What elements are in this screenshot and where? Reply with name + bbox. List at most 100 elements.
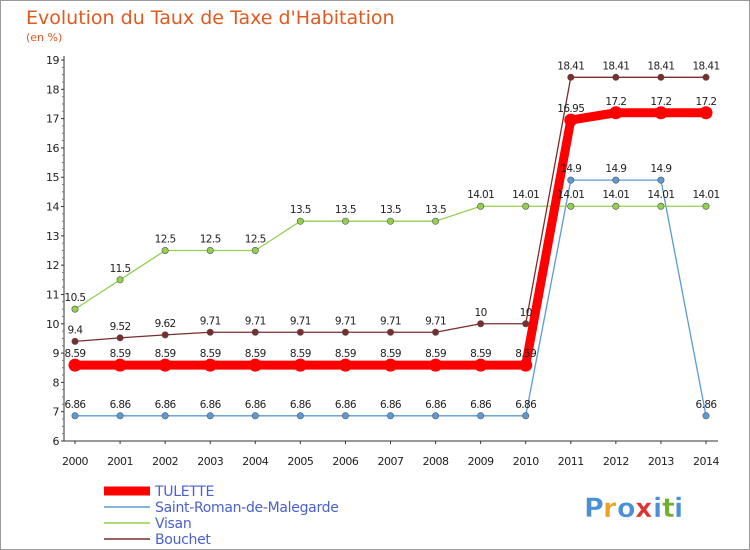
data-point — [386, 217, 394, 225]
data-point — [384, 358, 397, 372]
data-label: 8.59 — [65, 348, 86, 360]
data-label: 9.71 — [245, 315, 266, 327]
y-tick-label: 13 — [46, 230, 59, 243]
data-point — [567, 73, 575, 81]
x-tick-label: 2009 — [468, 455, 494, 468]
data-label: 9.62 — [155, 318, 176, 330]
data-point — [702, 73, 710, 81]
data-point — [522, 412, 530, 420]
data-label: 11.5 — [110, 263, 131, 275]
data-point — [477, 320, 485, 328]
x-tick-label: 2005 — [287, 455, 313, 468]
data-label: 17.2 — [650, 96, 671, 108]
data-point — [161, 247, 169, 255]
data-point — [116, 276, 124, 284]
data-label: 10 — [475, 307, 487, 319]
data-label: 18.41 — [647, 60, 674, 72]
data-label: 8.59 — [245, 348, 266, 360]
y-tick-label: 10 — [46, 318, 59, 331]
data-label: 18.41 — [557, 60, 584, 72]
data-label: 16.95 — [557, 103, 584, 115]
y-tick-label: 7 — [53, 406, 60, 419]
data-point — [68, 358, 82, 372]
data-point — [702, 412, 710, 420]
x-tick-label: 2011 — [558, 455, 584, 468]
x-tick-label: 2008 — [423, 455, 449, 468]
data-point — [429, 358, 443, 372]
data-label: 8.59 — [470, 348, 491, 360]
data-label: 6.86 — [696, 399, 718, 411]
logo-letter: o — [617, 493, 637, 524]
x-tick-label: 2001 — [107, 455, 133, 468]
data-label: 10 — [520, 307, 532, 319]
legend-label: TULETTE — [154, 484, 214, 500]
data-label: 17.2 — [696, 96, 717, 108]
data-point — [477, 412, 485, 420]
data-label: 14.01 — [602, 189, 629, 201]
y-tick-label: 17 — [46, 113, 59, 126]
data-point — [519, 358, 533, 372]
data-point — [522, 202, 530, 210]
data-point — [432, 217, 440, 225]
y-tick-label: 12 — [46, 259, 59, 272]
data-point — [251, 247, 259, 255]
y-tick-label: 15 — [46, 171, 59, 184]
legend-label: Visan — [155, 516, 191, 532]
x-tick-label: 2002 — [152, 455, 178, 468]
logo-letter: x — [635, 493, 653, 524]
data-label: 6.86 — [290, 399, 312, 411]
data-point — [564, 113, 578, 127]
data-point — [567, 202, 575, 210]
data-label: 14.01 — [692, 189, 719, 201]
data-label: 8.59 — [155, 348, 176, 360]
data-point — [251, 328, 259, 336]
data-label: 8.59 — [290, 348, 311, 360]
data-point — [657, 176, 665, 184]
data-label: 14.9 — [560, 163, 581, 175]
data-label: 9.71 — [425, 315, 446, 327]
data-point — [71, 337, 79, 345]
data-label: 14.01 — [647, 189, 674, 201]
y-tick-label: 18 — [46, 83, 59, 96]
data-label: 17.2 — [605, 96, 626, 108]
data-point — [251, 412, 259, 420]
data-label: 14.9 — [605, 163, 626, 175]
data-label: 6.86 — [335, 399, 357, 411]
data-point — [71, 305, 79, 313]
data-label: 9.4 — [68, 324, 84, 336]
data-label: 8.59 — [110, 348, 131, 360]
logo-letter: r — [603, 493, 617, 524]
data-point — [341, 328, 349, 336]
data-label: 8.59 — [515, 348, 536, 360]
x-tick-label: 2000 — [62, 455, 88, 468]
data-label: 9.52 — [110, 321, 131, 333]
data-label: 13.5 — [335, 204, 356, 216]
data-point — [338, 358, 352, 372]
series-lines — [68, 73, 713, 420]
data-point — [206, 412, 214, 420]
data-point — [113, 358, 127, 372]
y-tick-label: 16 — [46, 142, 59, 155]
data-label: 12.5 — [155, 234, 176, 246]
data-label: 6.86 — [245, 399, 267, 411]
data-label: 9.71 — [335, 315, 356, 327]
data-label: 8.59 — [425, 348, 446, 360]
data-point — [657, 202, 665, 210]
data-point — [477, 202, 485, 210]
data-label: 6.86 — [515, 399, 537, 411]
data-point — [612, 202, 620, 210]
data-label: 12.5 — [200, 234, 221, 246]
logo-letter: i — [674, 493, 684, 524]
chart-title: Evolution du Taux de Taxe d'Habitation — [26, 7, 395, 29]
data-point — [296, 217, 304, 225]
data-point — [203, 358, 217, 372]
data-label: 9.71 — [380, 315, 401, 327]
data-label: 14.01 — [467, 189, 494, 201]
data-label: 9.71 — [290, 315, 311, 327]
data-point — [612, 73, 620, 81]
legend-label: Saint-Roman-de-Malegarde — [155, 500, 339, 516]
data-point — [71, 412, 79, 420]
x-tick-label: 2014 — [693, 455, 719, 468]
logo-letter: i — [653, 493, 663, 524]
data-label: 14.9 — [650, 163, 671, 175]
